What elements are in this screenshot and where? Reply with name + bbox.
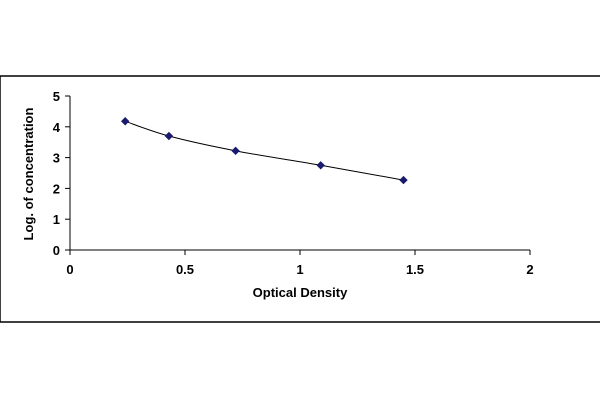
x-tick-label: 2 [526,262,533,277]
data-points [120,117,408,185]
y-tick-group: 0 1 2 3 4 5 [53,89,70,258]
data-point [316,161,325,170]
x-axis-title: Optical Density [253,285,348,300]
data-point [231,146,240,156]
x-tick-label: 1.5 [406,262,424,277]
data-point [164,131,174,141]
y-tick-label: 4 [53,120,61,135]
x-tick-label: 0 [66,262,73,277]
y-tick-label: 5 [53,89,60,104]
chart-border [0,75,600,323]
y-tick-label: 1 [53,212,60,227]
x-tick-label: 0.5 [176,262,194,277]
fit-curve [125,120,404,181]
x-tick-label: 1 [296,262,303,277]
y-tick-label: 2 [53,181,60,196]
y-tick-label: 3 [53,151,60,166]
y-axis-title: Log. of concentration [21,108,36,241]
y-tick-label: 0 [53,243,60,258]
x-tick-group: 0 0.5 1 1.5 2 [66,250,534,277]
data-point [399,175,408,185]
data-point [120,117,130,126]
